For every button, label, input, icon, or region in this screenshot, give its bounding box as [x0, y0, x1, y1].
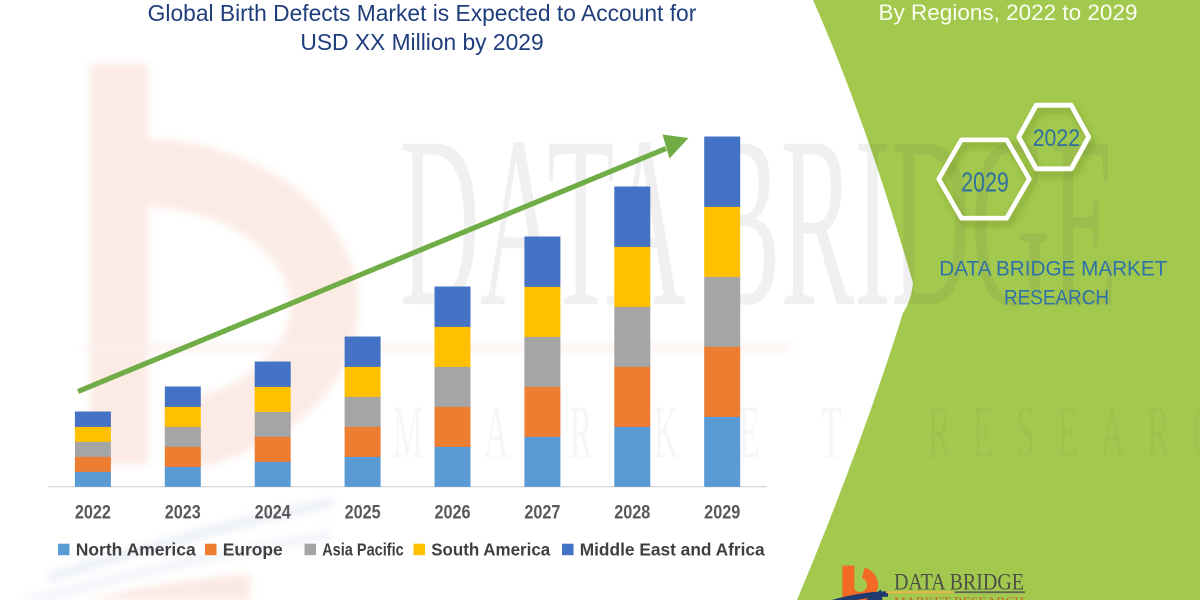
svg-text:2028: 2028	[614, 501, 650, 523]
svg-text:South America: South America	[431, 539, 550, 559]
svg-text:2029: 2029	[961, 168, 1009, 198]
svg-text:DATA BRIDGE: DATA BRIDGE	[400, 86, 1118, 357]
svg-text:2026: 2026	[434, 501, 470, 523]
svg-text:2022: 2022	[1033, 124, 1080, 152]
svg-text:Middle East and Africa: Middle East and Africa	[580, 539, 765, 559]
svg-text:RESEARCH: RESEARCH	[928, 390, 1200, 474]
svg-text:2025: 2025	[345, 501, 381, 523]
svg-text:MARKET RESEARCH: MARKET RESEARCH	[894, 596, 1024, 600]
svg-text:Europe: Europe	[223, 539, 283, 559]
svg-text:2022: 2022	[75, 501, 111, 523]
svg-text:Asia Pacific: Asia Pacific	[322, 539, 404, 559]
svg-text:2024: 2024	[255, 501, 291, 523]
svg-text:2023: 2023	[165, 501, 201, 523]
svg-text:RESEARCH: RESEARCH	[1004, 286, 1109, 310]
svg-text:North America: North America	[76, 539, 196, 559]
svg-text:2027: 2027	[524, 501, 560, 523]
svg-text:2029: 2029	[704, 501, 740, 523]
svg-text:DATA BRIDGE: DATA BRIDGE	[894, 570, 1024, 595]
svg-text:DATA BRIDGE MARKET: DATA BRIDGE MARKET	[939, 257, 1167, 281]
